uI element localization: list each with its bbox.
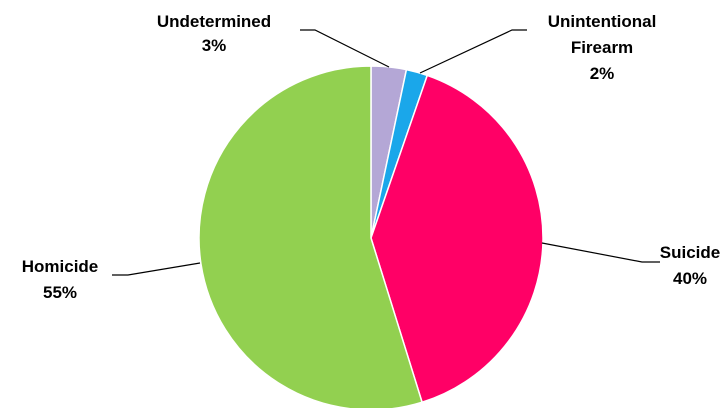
slice-percent-homicide: 55% <box>43 283 77 302</box>
leader-line-unintentional-firearm <box>419 29 527 74</box>
slice-percent-undetermined: 3% <box>202 36 227 55</box>
slice-label-unintentional-firearm: Unintentional <box>548 12 657 31</box>
slice-label-undetermined: Undetermined <box>157 12 271 31</box>
slice-percent-suicide: 40% <box>673 269 707 288</box>
pie-slice-homicide <box>198 65 424 408</box>
slice-label-homicide: Homicide <box>22 257 99 276</box>
slice-percent-unintentional-firearm: 2% <box>590 64 615 83</box>
pie-slice-suicide <box>370 74 544 404</box>
leader-line-undetermined <box>300 29 390 68</box>
slice-label-unintentional-firearm: Firearm <box>571 38 633 57</box>
leader-line-suicide <box>541 242 660 263</box>
slice-label-suicide: Suicide <box>660 243 720 262</box>
leader-line-homicide <box>112 262 201 276</box>
